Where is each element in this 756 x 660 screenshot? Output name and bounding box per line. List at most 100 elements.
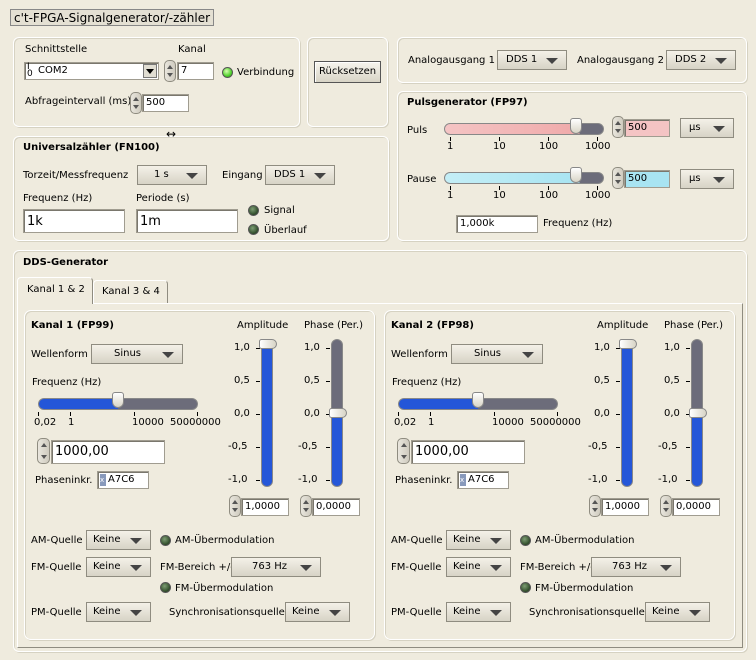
phase-slider-thumb[interactable] [689,408,707,418]
sync-select[interactable]: Keine [645,602,710,622]
kanal-field[interactable]: 7 [177,62,214,80]
phase-field[interactable]: 0,0000 [312,498,360,516]
pause-scale-tick [450,186,451,190]
amplitude-spinner[interactable] [589,495,601,517]
amplitude-scale-label: -0,5 [228,441,248,452]
amplitude-slider-track[interactable] [261,339,273,487]
phase-spinner[interactable] [660,495,672,517]
chevron-down-icon [130,610,142,616]
freq-field[interactable]: 1000,00 [51,440,165,464]
puls-slider-thumb[interactable] [570,118,582,134]
gate-label: Torzeit/Messfrequenz [23,170,129,181]
phase-inc-field: x A7C6 [97,471,149,489]
fm-range-select[interactable]: 763 Hz [591,557,681,577]
sync-select[interactable]: Keine [285,602,350,622]
freq-tick [557,412,558,416]
freq-tick [398,412,399,416]
freq-slider-thumb[interactable] [472,392,484,408]
out2-value: DDS 2 [675,54,707,65]
amplitude-field[interactable]: 1,0000 [601,498,649,516]
port-value: COM2 [38,65,68,76]
overflow-label: Überlauf [264,225,307,236]
pause-field[interactable]: 500 [624,170,670,188]
amplitude-scale-label: 0,5 [594,375,610,386]
pause-unit-select[interactable]: µs [680,169,734,189]
fm-label: FM-Quelle [391,562,442,573]
fm-select[interactable]: Keine [86,557,151,577]
period-label: Periode (s) [136,193,190,204]
pause-spinner[interactable] [612,167,624,189]
poll-value: 500 [146,97,166,108]
am-select[interactable]: Keine [446,530,511,550]
am-select[interactable]: Keine [86,530,151,550]
freq-tick [38,412,39,416]
freq-tick-label: 50000000 [170,417,221,428]
out2-select[interactable]: DDS 2 [666,50,736,70]
input-value: DDS 1 [274,169,306,180]
pm-select[interactable]: Keine [86,602,151,622]
amplitude-scale-label: 1,0 [594,342,610,353]
tab-kanal-1-2[interactable]: Kanal 1 & 2 [17,277,93,304]
amplitude-slider-thumb[interactable] [619,339,637,349]
freq-value: 1000,00 [415,444,469,459]
dds-panel [13,250,747,652]
phase-scale-label: 1,0 [664,342,680,353]
puls-slider-track[interactable] [444,123,604,135]
puls-scale-tick [548,137,549,141]
pause-slider-track[interactable] [444,172,604,184]
chevron-down-icon [130,565,142,571]
phase-field[interactable]: 0,0000 [672,498,720,516]
amplitude-slider-track[interactable] [621,339,633,487]
hex-prefix-badge: x [100,474,106,486]
puls-label: Puls [407,125,428,136]
poll-label: Abfrageintervall (ms) [25,96,132,107]
amplitude-slider-thumb[interactable] [259,339,277,349]
gate-select[interactable]: 1 s [137,165,207,185]
resize-arrow-icon[interactable]: ↔ [166,127,177,141]
freq-spinner[interactable] [397,438,410,464]
phase-scale-label: -1,0 [658,474,678,485]
freq-label: Frequenz (Hz) [32,377,102,388]
am-over-led [520,535,531,546]
phase-slider-thumb[interactable] [329,408,347,418]
poll-spinner[interactable] [130,92,142,114]
puls-field[interactable]: 500 [624,119,670,137]
signal-led [248,205,259,216]
fm-range-select[interactable]: 763 Hz [231,557,321,577]
waveform-select[interactable]: Sinus [451,344,543,364]
puls-scale-tick-label: 100 [539,141,559,152]
input-select[interactable]: DDS 1 [265,165,335,185]
freq-tick-label: 10000 [492,417,524,428]
pm-select[interactable]: Keine [446,602,511,622]
fm-select[interactable]: Keine [446,557,511,577]
freq-spinner[interactable] [37,438,50,464]
puls-spinner[interactable] [612,116,624,138]
chevron-down-icon [186,173,198,179]
reset-button[interactable]: Rücksetzen [314,61,381,83]
amplitude-scale-label: -1,0 [588,474,608,485]
gate-value: 1 s [154,169,169,180]
freq-label: Frequenz (Hz) [392,377,462,388]
freq-field[interactable]: 1000,00 [411,440,525,464]
kanal-spinner[interactable] [164,60,176,82]
tab-kanal-3-4[interactable]: Kanal 3 & 4 [93,280,168,303]
waveform-select[interactable]: Sinus [91,344,183,364]
pause-slider-thumb[interactable] [570,167,582,183]
chevron-down-icon[interactable] [143,64,157,78]
out1-select[interactable]: DDS 1 [497,50,567,70]
pm-select-value: Keine [453,606,481,617]
poll-field[interactable]: 500 [142,94,189,112]
counter-freq-field: 1k [23,209,125,233]
amplitude-spinner[interactable] [229,495,241,517]
fm-range-label: FM-Bereich +/- [160,562,234,573]
am-select-value: Keine [453,534,481,545]
phase-spinner[interactable] [300,495,312,517]
amplitude-field[interactable]: 1,0000 [241,498,289,516]
puls-unit-select[interactable]: µs [680,118,734,138]
freq-slider-thumb[interactable] [112,392,124,408]
chevron-down-icon [300,565,312,571]
waveform-select-value: Sinus [114,348,142,359]
freq-scale: 0,02 1 10000 50000000 [394,412,581,432]
channel-1-panel: Kanal 1 (FP99) Wellenform Sinus Frequenz (H… [24,310,375,640]
